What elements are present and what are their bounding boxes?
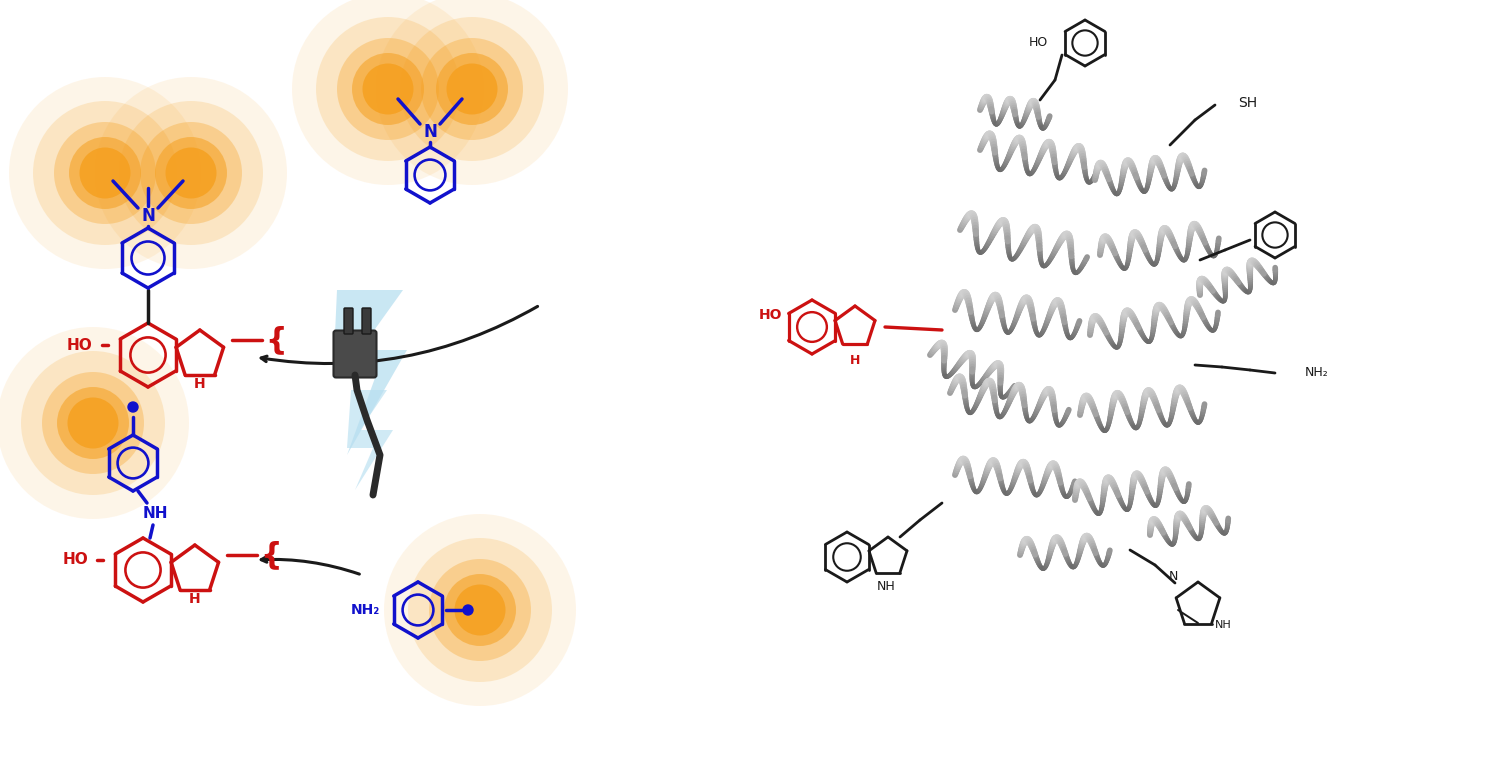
Circle shape [154, 137, 226, 209]
Circle shape [444, 574, 516, 646]
Text: HO: HO [68, 337, 93, 353]
Circle shape [54, 122, 156, 224]
Text: H: H [194, 376, 206, 391]
Circle shape [316, 17, 460, 161]
Circle shape [140, 122, 242, 224]
Circle shape [118, 101, 262, 245]
FancyBboxPatch shape [344, 308, 352, 334]
Circle shape [429, 559, 531, 661]
Circle shape [21, 351, 165, 495]
Circle shape [68, 398, 118, 448]
Circle shape [376, 0, 568, 185]
Text: H: H [189, 591, 201, 606]
Text: SH: SH [1238, 96, 1257, 110]
Circle shape [94, 77, 286, 269]
Text: {: { [260, 541, 282, 569]
Circle shape [447, 63, 498, 115]
Text: NH: NH [1215, 620, 1231, 630]
Text: NH₂: NH₂ [1305, 366, 1329, 379]
Circle shape [57, 387, 129, 459]
Text: N: N [423, 123, 436, 141]
Circle shape [408, 538, 552, 682]
Text: N: N [141, 207, 154, 225]
Circle shape [352, 53, 424, 125]
Text: NH: NH [142, 506, 168, 520]
FancyBboxPatch shape [362, 308, 370, 334]
Circle shape [80, 148, 130, 198]
Text: HO: HO [62, 552, 88, 568]
Circle shape [128, 402, 138, 412]
Circle shape [42, 372, 144, 474]
Text: N: N [1168, 571, 1178, 584]
FancyBboxPatch shape [333, 330, 376, 377]
Text: {: { [266, 325, 286, 354]
Text: HO: HO [1029, 37, 1047, 50]
Circle shape [400, 17, 544, 161]
Circle shape [9, 77, 201, 269]
Circle shape [165, 148, 216, 198]
Polygon shape [346, 390, 393, 490]
Circle shape [454, 584, 506, 636]
Circle shape [69, 137, 141, 209]
Circle shape [363, 63, 414, 115]
Circle shape [384, 514, 576, 706]
Circle shape [292, 0, 484, 185]
Text: HO: HO [759, 308, 782, 322]
Circle shape [338, 38, 440, 140]
Text: NH: NH [876, 581, 896, 594]
Circle shape [422, 38, 524, 140]
Circle shape [0, 327, 189, 519]
Circle shape [33, 101, 177, 245]
Circle shape [464, 605, 472, 615]
Text: NH₂: NH₂ [351, 603, 380, 617]
Polygon shape [333, 290, 406, 455]
Circle shape [436, 53, 508, 125]
Text: H: H [850, 353, 859, 366]
